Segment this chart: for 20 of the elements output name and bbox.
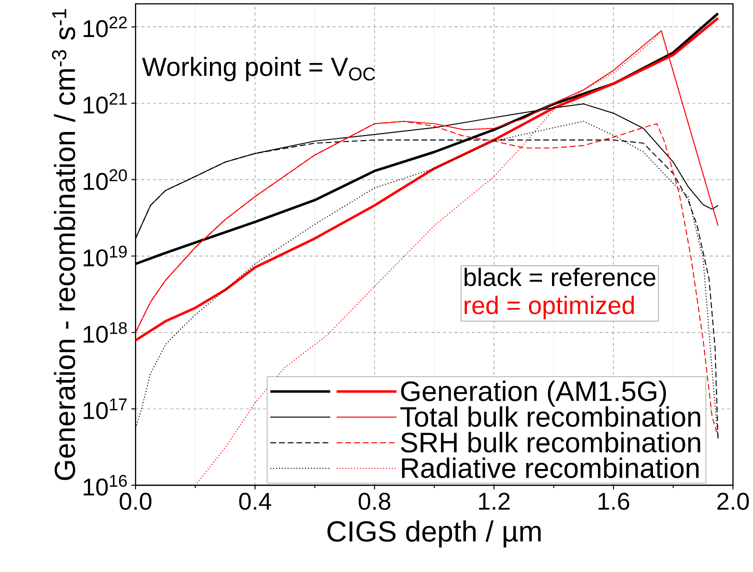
x-tick-label: 0.8 [358, 492, 390, 510]
x-axis-title: CIGS depth / µm [327, 520, 541, 548]
y-tick-label: 10$^{22}$ [84, 16, 127, 38]
legend-label: Total bulk recombination [400, 406, 700, 427]
legend-label: Generation (AM1.5G) [401, 380, 666, 407]
y-tick-label: 10$^{18}$ [84, 322, 127, 343]
y-tick-label: 10$^{20}$ [84, 169, 127, 190]
legend-label: Radiative recombination [402, 457, 699, 478]
y-tick-label: 10$^{21}$ [84, 92, 127, 114]
x-tick-label: 2.0 [717, 492, 749, 510]
y-axis-title: Generation - recombination / cm$^{-3}$ s$^{-1}$ [52, 8, 76, 480]
annotation: black = reference [464, 268, 656, 286]
x-tick-label: 1.2 [479, 492, 510, 510]
x-tick-label: 0.4 [239, 492, 272, 510]
y-tick-label: 10$^{19}$ [84, 246, 127, 266]
x-tick-label: 1.6 [598, 492, 630, 510]
legend-label: SRH bulk recombination [400, 432, 700, 452]
y-tick-label: 10$^{17}$ [84, 398, 127, 420]
annotation: Working point = V$_{OC}$ [142, 56, 375, 82]
annotation: red = optimized [464, 296, 634, 320]
